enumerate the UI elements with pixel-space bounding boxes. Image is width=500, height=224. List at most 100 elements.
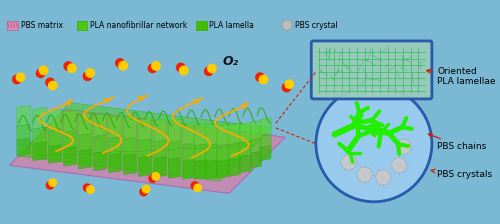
Circle shape	[194, 184, 202, 192]
Circle shape	[376, 170, 390, 185]
Polygon shape	[182, 160, 194, 179]
Circle shape	[152, 62, 160, 70]
Circle shape	[341, 155, 356, 170]
Text: PBS crystal: PBS crystal	[296, 21, 338, 30]
Circle shape	[282, 83, 291, 92]
Bar	[8, 21, 18, 30]
Polygon shape	[10, 109, 285, 193]
Polygon shape	[217, 145, 229, 162]
Polygon shape	[260, 118, 271, 135]
Polygon shape	[168, 119, 180, 143]
Circle shape	[180, 66, 188, 75]
Polygon shape	[32, 107, 46, 129]
Circle shape	[256, 73, 264, 81]
Polygon shape	[17, 124, 31, 140]
Circle shape	[392, 158, 406, 173]
Circle shape	[119, 61, 128, 70]
Polygon shape	[64, 146, 76, 166]
Circle shape	[86, 69, 94, 77]
Polygon shape	[217, 124, 229, 146]
Circle shape	[176, 63, 185, 72]
Polygon shape	[194, 123, 206, 146]
Polygon shape	[48, 130, 62, 146]
Circle shape	[116, 59, 124, 67]
FancyBboxPatch shape	[312, 41, 432, 99]
Polygon shape	[138, 118, 151, 141]
Polygon shape	[228, 123, 240, 145]
Bar	[196, 21, 206, 30]
Circle shape	[68, 64, 76, 72]
Polygon shape	[217, 160, 229, 178]
Polygon shape	[17, 106, 31, 126]
Text: PBS chains: PBS chains	[428, 134, 486, 151]
Polygon shape	[250, 121, 262, 140]
Polygon shape	[124, 154, 136, 175]
Polygon shape	[138, 139, 151, 158]
Circle shape	[64, 62, 72, 70]
Polygon shape	[108, 116, 122, 138]
Polygon shape	[206, 144, 218, 162]
Polygon shape	[48, 145, 62, 164]
Text: PLA nanofibrillar network: PLA nanofibrillar network	[90, 21, 187, 30]
Polygon shape	[206, 123, 218, 146]
Polygon shape	[154, 118, 166, 142]
Circle shape	[357, 167, 372, 182]
Circle shape	[152, 173, 160, 180]
Circle shape	[285, 80, 294, 88]
Polygon shape	[64, 110, 76, 133]
Polygon shape	[168, 141, 180, 160]
Circle shape	[260, 75, 268, 84]
Circle shape	[83, 72, 92, 80]
Circle shape	[36, 69, 45, 78]
Polygon shape	[154, 157, 166, 177]
Text: Oriented
PLA lamellae: Oriented PLA lamellae	[426, 67, 496, 86]
Polygon shape	[182, 122, 194, 145]
Polygon shape	[168, 158, 180, 178]
Polygon shape	[108, 137, 122, 155]
Circle shape	[46, 78, 54, 86]
Circle shape	[16, 73, 24, 82]
Polygon shape	[94, 114, 106, 136]
Circle shape	[208, 64, 216, 73]
Circle shape	[46, 182, 54, 189]
Text: O₂: O₂	[222, 55, 238, 68]
Polygon shape	[94, 151, 106, 171]
Polygon shape	[228, 158, 240, 177]
Circle shape	[84, 184, 91, 192]
Polygon shape	[78, 149, 92, 169]
Polygon shape	[32, 142, 46, 161]
Polygon shape	[64, 131, 76, 149]
Circle shape	[40, 66, 48, 75]
Circle shape	[396, 139, 411, 154]
Polygon shape	[124, 116, 136, 139]
Polygon shape	[94, 135, 106, 153]
Polygon shape	[108, 153, 122, 173]
Circle shape	[148, 64, 156, 73]
Polygon shape	[240, 122, 252, 143]
Polygon shape	[194, 160, 206, 179]
Polygon shape	[194, 144, 206, 162]
Text: PLA lamella: PLA lamella	[210, 21, 254, 30]
Polygon shape	[18, 103, 271, 181]
Polygon shape	[138, 156, 151, 177]
Circle shape	[282, 20, 292, 30]
Polygon shape	[182, 144, 194, 162]
Polygon shape	[32, 127, 46, 144]
Circle shape	[48, 81, 57, 90]
Polygon shape	[240, 141, 252, 157]
Polygon shape	[260, 146, 271, 161]
Polygon shape	[250, 138, 262, 153]
Bar	[76, 21, 87, 30]
Polygon shape	[78, 134, 92, 151]
Text: PBS matrix: PBS matrix	[20, 21, 62, 30]
Polygon shape	[154, 140, 166, 159]
Text: PBS crystals: PBS crystals	[431, 169, 492, 179]
Circle shape	[49, 179, 56, 186]
Circle shape	[140, 188, 147, 196]
Polygon shape	[240, 155, 252, 173]
Polygon shape	[260, 134, 271, 148]
Polygon shape	[48, 109, 62, 131]
Polygon shape	[228, 143, 240, 160]
Circle shape	[142, 185, 150, 193]
Circle shape	[316, 86, 432, 202]
